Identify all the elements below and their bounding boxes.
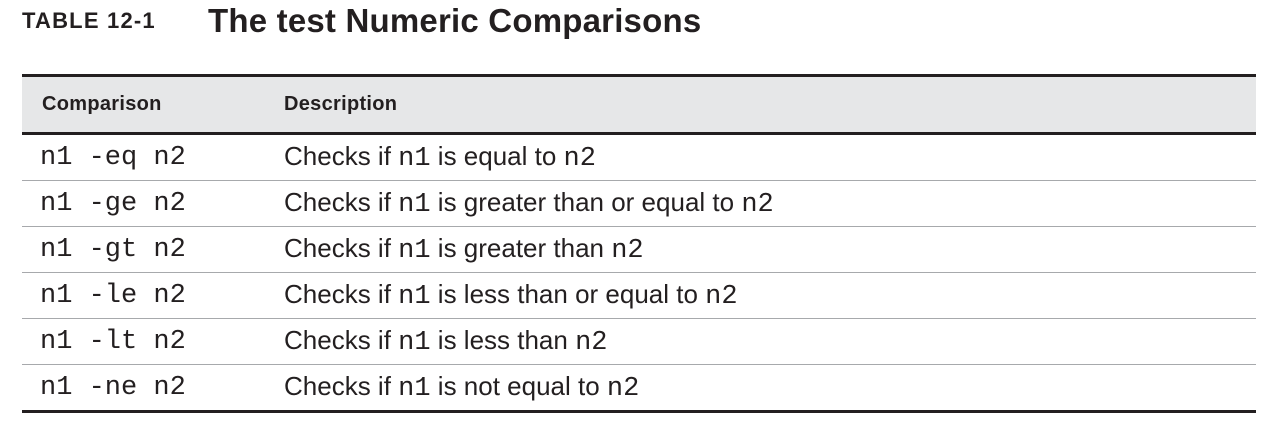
description-text: is not equal to [430, 371, 607, 401]
table-row: n1 -ge n2 Checks if n1 is greater than o… [22, 181, 1256, 227]
table-number: TABLE 12-1 [22, 8, 156, 33]
table-row: n1 -gt n2 Checks if n1 is greater than n… [22, 227, 1256, 273]
table-caption: TABLE 12-1 The test Numeric Comparisons [22, 0, 701, 42]
description-text: Checks if [284, 279, 399, 309]
description-text: Checks if [284, 325, 399, 355]
left-operand: n1 [398, 282, 431, 312]
right-operand: n2 [611, 236, 644, 266]
description-text: Checks if [284, 233, 399, 263]
description-cell: Checks if n1 is greater than n2 [284, 233, 1256, 266]
comparison-cell: n1 -ne n2 [40, 372, 186, 403]
left-operand: n1 [398, 190, 431, 220]
comparison-cell: n1 -gt n2 [40, 234, 186, 265]
description-text: is equal to [430, 141, 564, 171]
table-header-row: Comparison Description [22, 77, 1256, 132]
comparison-cell: n1 -eq n2 [40, 142, 186, 173]
table-row: n1 -eq n2 Checks if n1 is equal to n2 [22, 135, 1256, 181]
description-cell: Checks if n1 is equal to n2 [284, 141, 1256, 174]
comparison-cell: n1 -le n2 [40, 280, 186, 311]
table-top-rule [22, 74, 1256, 77]
description-cell: Checks if n1 is greater than or equal to… [284, 187, 1256, 220]
right-operand: n2 [606, 374, 640, 404]
right-operand: n2 [563, 144, 596, 174]
description-text: Checks if [284, 371, 399, 401]
description-text: is greater than [430, 233, 612, 263]
header-comparison: Comparison [42, 93, 162, 115]
description-text: is less than [430, 325, 576, 355]
description-cell: Checks if n1 is not equal to n2 [284, 371, 1256, 404]
description-cell: Checks if n1 is less than n2 [284, 325, 1256, 358]
right-operand: n2 [575, 328, 608, 358]
description-cell: Checks if n1 is less than or equal to n2 [284, 279, 1256, 312]
table-row: n1 -ne n2 Checks if n1 is not equal to n… [22, 365, 1256, 413]
left-operand: n1 [398, 236, 431, 266]
header-description: Description [284, 93, 398, 115]
description-text: Checks if [284, 187, 399, 217]
description-text: is less than or equal to [430, 279, 706, 309]
header-bottom-rule [22, 132, 1256, 135]
comparison-cell: n1 -lt n2 [40, 326, 186, 357]
table-row: n1 -lt n2 Checks if n1 is less than n2 [22, 319, 1256, 365]
right-operand: n2 [705, 282, 738, 312]
description-text: is greater than or equal to [430, 187, 742, 217]
right-operand: n2 [741, 190, 774, 220]
comparison-cell: n1 -ge n2 [40, 188, 186, 219]
table-row: n1 -le n2 Checks if n1 is less than or e… [22, 273, 1256, 319]
left-operand: n1 [398, 374, 431, 404]
comparison-table: Comparison Description n1 -eq n2 Checks … [22, 74, 1256, 413]
table-title: The test Numeric Comparisons [208, 2, 702, 39]
left-operand: n1 [398, 144, 431, 174]
left-operand: n1 [398, 328, 431, 358]
description-text: Checks if [284, 141, 399, 171]
